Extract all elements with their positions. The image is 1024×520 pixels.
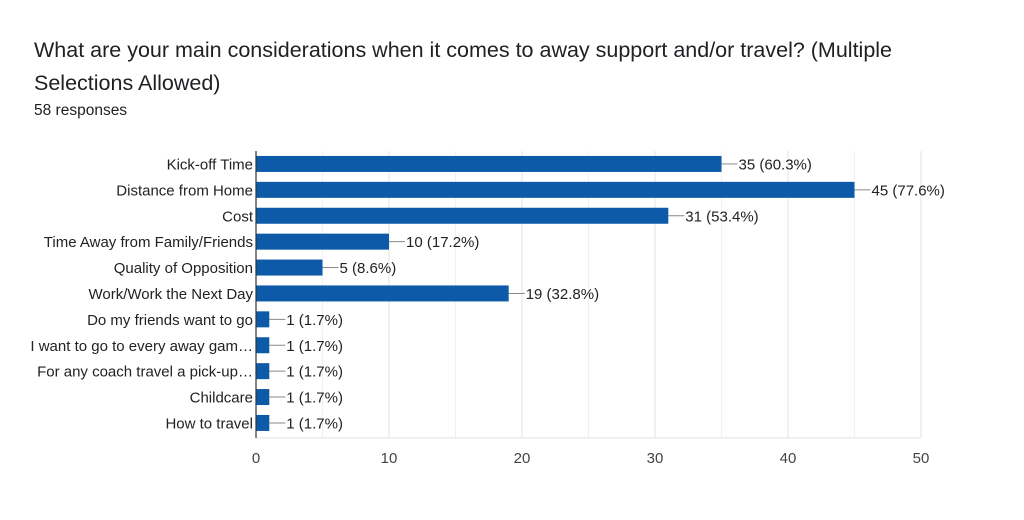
bars <box>256 155 855 431</box>
bar <box>256 207 669 224</box>
category-label: Do my friends want to go <box>87 312 253 329</box>
x-tick-label: 20 <box>514 450 531 467</box>
x-tick-label: 40 <box>780 450 797 467</box>
data-label: 35 (60.3%) <box>739 156 812 173</box>
data-label: 19 (32.8%) <box>526 286 599 303</box>
bar <box>256 233 389 250</box>
category-label: Childcare <box>190 390 253 407</box>
x-tick-label: 0 <box>252 450 260 467</box>
data-labels: 35 (60.3%) 45 (77.6%) 31 (53.4%) 10 (17.2%)… <box>286 156 945 432</box>
bar <box>256 363 270 380</box>
x-tick-label: 10 <box>381 450 398 467</box>
bar <box>256 285 509 302</box>
category-label: Quality of Opposition <box>114 260 253 277</box>
category-labels: Kick-off Time Distance from Home Cost Time … <box>30 156 253 432</box>
data-label: 1 (1.7%) <box>286 364 343 381</box>
category-label: Cost <box>222 208 254 225</box>
bar <box>256 337 270 354</box>
category-label: Kick-off Time <box>167 156 253 173</box>
category-label: I want to go to every away gam… <box>30 338 253 355</box>
data-label-leaders <box>269 163 871 424</box>
chart-title: What are your main considerations when i… <box>34 38 893 95</box>
data-label: 1 (1.7%) <box>286 390 343 407</box>
category-label: How to travel <box>165 415 253 432</box>
data-label: 31 (53.4%) <box>685 208 758 225</box>
data-label: 1 (1.7%) <box>286 312 343 329</box>
category-label: Work/Work the Next Day <box>89 286 254 303</box>
bar <box>256 389 270 406</box>
bar <box>256 311 270 328</box>
category-label: Time Away from Family/Friends <box>44 234 253 251</box>
bar <box>256 259 323 276</box>
bar <box>256 181 855 198</box>
x-tick-label: 50 <box>913 450 930 467</box>
data-label: 1 (1.7%) <box>286 415 343 432</box>
x-axis-ticks: 0 10 20 30 40 50 <box>252 450 930 467</box>
category-label: Distance from Home <box>116 182 253 199</box>
data-label: 10 (17.2%) <box>406 234 479 251</box>
bar <box>256 155 722 172</box>
response-count: 58 responses <box>34 102 128 119</box>
data-label: 45 (77.6%) <box>872 182 945 199</box>
category-label: For any coach travel a pick-up… <box>37 364 253 381</box>
data-label: 1 (1.7%) <box>286 338 343 355</box>
bar <box>256 414 270 431</box>
data-label: 5 (8.6%) <box>340 260 397 277</box>
x-tick-label: 30 <box>647 450 664 467</box>
